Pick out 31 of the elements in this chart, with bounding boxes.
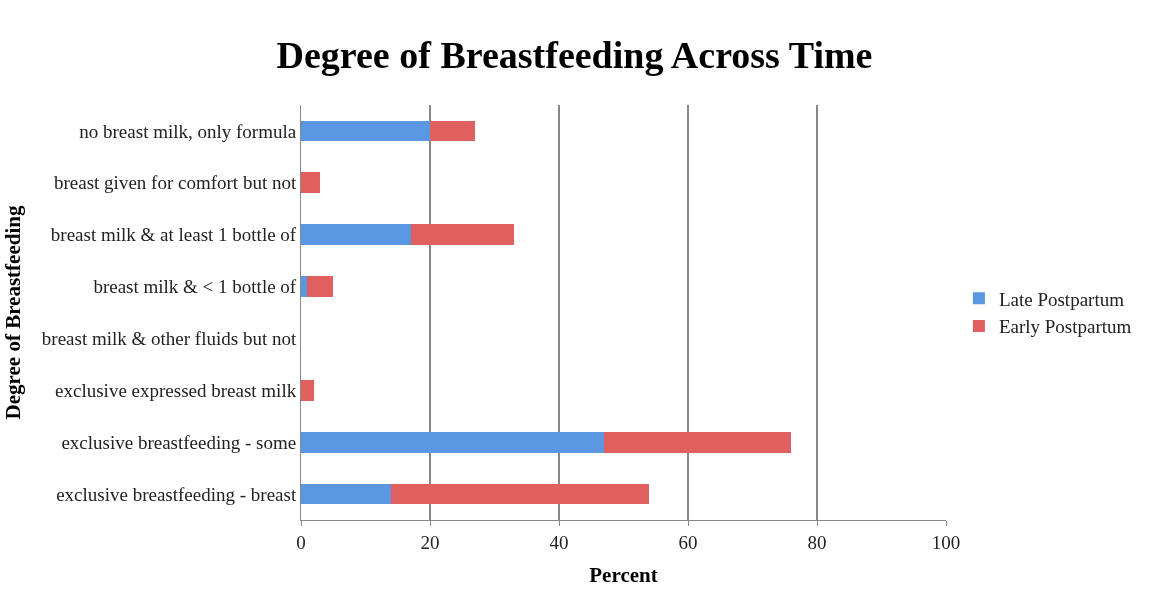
bar [301,379,314,401]
bar [301,431,605,453]
x-tick-label: 60 [678,531,698,553]
chart-title: Degree of Breastfeeding Across Time [276,34,873,77]
bar [301,276,308,297]
y-tick-label: breast milk & < 1 bottle of [93,276,297,298]
y-tick-label: breast milk & at least 1 bottle of [50,224,297,246]
bar [301,120,430,142]
bar [391,483,650,505]
bar [307,276,334,297]
bar [301,224,411,246]
x-tick-label: 40 [549,531,569,553]
bar [301,172,321,194]
y-tick-label: exclusive breastfeeding - breast [56,483,297,505]
bar [410,224,514,246]
x-tick-label: 100 [931,531,961,553]
x-tick-label: 20 [420,531,440,553]
legend-label: Late Postpartum [998,288,1125,310]
bar [604,431,792,453]
bar [301,483,392,505]
y-axis-title: Degree of Breastfeeding [0,205,25,420]
y-tick-label: no breast milk, only formula [79,120,297,142]
y-tick-label: exclusive expressed breast milk [55,379,297,401]
y-tick-label: exclusive breastfeeding - some [61,431,297,453]
x-tick-label: 80 [807,531,827,553]
legend-label: Early Postpartum [998,316,1132,338]
x-tick-label: 0 [296,531,306,553]
y-tick-label: breast given for comfort but not [54,172,297,194]
bar [430,120,476,142]
x-axis-title: Percent [589,563,658,587]
y-tick-label: breast milk & other fluids but not [41,328,297,350]
